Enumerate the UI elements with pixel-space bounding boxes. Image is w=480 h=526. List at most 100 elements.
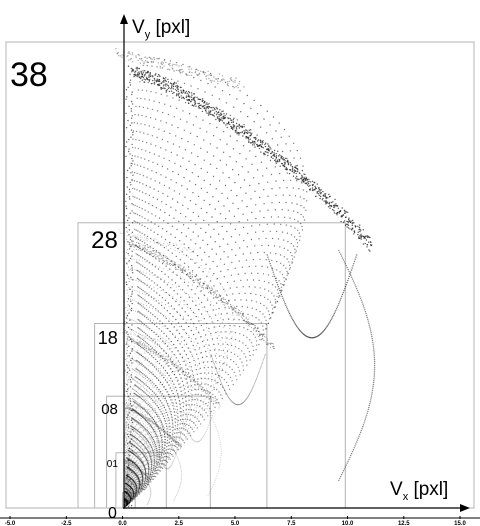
data-point (128, 234, 130, 236)
data-point (134, 155, 136, 157)
data-point (154, 451, 156, 453)
data-point (211, 321, 213, 323)
data-point (196, 135, 198, 138)
data-point (184, 92, 186, 94)
data-point (259, 302, 262, 305)
data-point (163, 307, 166, 309)
data-point (182, 389, 184, 391)
data-point (242, 253, 244, 255)
data-point (144, 410, 147, 412)
data-point (129, 468, 131, 470)
data-point (141, 338, 143, 341)
data-point (144, 225, 146, 228)
data-point (174, 162, 176, 165)
data-point (142, 247, 144, 249)
data-point (139, 245, 141, 247)
data-point (143, 339, 145, 342)
data-point (204, 408, 206, 410)
data-point (177, 173, 180, 176)
data-point (207, 284, 210, 286)
data-point (138, 259, 140, 261)
data-point (183, 262, 186, 264)
data-point (234, 299, 236, 301)
data-point (140, 305, 143, 307)
data-point (227, 83, 229, 85)
data-point (131, 250, 133, 252)
data-point (206, 339, 209, 341)
data-point (203, 367, 205, 369)
data-point (129, 81, 131, 84)
data-point (182, 318, 184, 320)
data-point (353, 263, 355, 265)
data-point (357, 225, 359, 227)
data-point (205, 111, 207, 113)
data-point (161, 384, 163, 386)
data-point (370, 334, 373, 336)
data-point (181, 97, 183, 99)
data-point (146, 276, 148, 278)
data-point (135, 105, 137, 108)
data-point (154, 375, 156, 378)
data-point (248, 139, 250, 141)
data-point (219, 213, 222, 215)
data-point (259, 310, 261, 313)
data-point (179, 314, 182, 317)
data-point (199, 290, 201, 292)
data-point (178, 251, 180, 254)
data-point (214, 396, 216, 398)
data-point (136, 213, 139, 216)
data-point (241, 166, 244, 168)
data-point (322, 195, 325, 197)
data-point (198, 308, 200, 311)
data-point (175, 357, 177, 359)
data-point (205, 334, 207, 336)
data-point (281, 283, 284, 286)
data-point (277, 155, 280, 157)
data-point (155, 366, 157, 368)
data-point (138, 249, 140, 251)
data-point (334, 311, 336, 313)
data-point (267, 310, 270, 312)
data-point (210, 361, 212, 363)
data-point (169, 450, 172, 452)
data-point (369, 241, 372, 243)
data-point (137, 242, 140, 244)
data-point (126, 466, 128, 468)
data-point (198, 98, 200, 101)
data-points (115, 48, 376, 509)
data-point (217, 82, 219, 85)
data-point (131, 434, 133, 437)
data-point (177, 322, 180, 324)
data-point (295, 238, 298, 241)
data-point (173, 91, 175, 94)
data-point (149, 370, 151, 372)
data-point (145, 305, 148, 307)
data-point (346, 220, 348, 223)
data-point (371, 391, 373, 393)
data-point (248, 141, 250, 143)
data-point (136, 371, 138, 373)
data-point (147, 71, 149, 73)
data-point (246, 360, 248, 362)
data-point (151, 408, 154, 410)
data-point (209, 204, 211, 206)
data-point (238, 83, 240, 85)
data-point (143, 417, 145, 420)
data-point (167, 263, 169, 265)
data-point (268, 260, 271, 263)
data-point (291, 262, 293, 264)
data-point (128, 167, 131, 169)
data-point (131, 426, 133, 428)
data-point (154, 215, 157, 217)
data-point (183, 90, 185, 92)
data-point (311, 184, 314, 186)
data-point (141, 208, 143, 210)
data-point (130, 433, 132, 436)
data-point (128, 248, 131, 250)
data-point (156, 78, 158, 80)
data-point (149, 273, 151, 275)
data-point (203, 409, 205, 411)
data-point (196, 353, 198, 355)
data-point (198, 332, 200, 334)
data-point (275, 180, 277, 182)
